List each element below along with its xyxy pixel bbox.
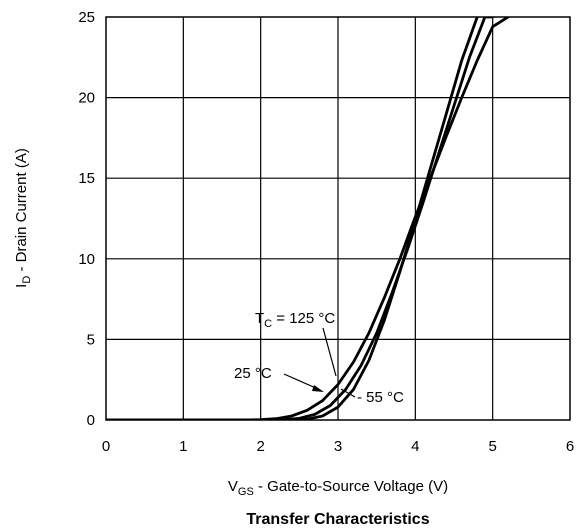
y-tick-label-1: 5	[87, 331, 95, 348]
grid-lines	[106, 17, 570, 420]
x-tick-labels: 0 1 2 3 4 5 6	[102, 438, 574, 455]
y-tick-label-0: 0	[87, 412, 95, 429]
y-tick-labels: 0 5 10 15 20 25	[78, 9, 95, 429]
annotation-25c-arrowhead	[312, 385, 324, 392]
annotation-m55c: - 55 °C	[357, 389, 404, 406]
annotation-125c: TC = 125 °C	[255, 310, 335, 330]
y-axis-label: ID - Drain Current (A)	[13, 148, 33, 288]
series-line-2	[106, 17, 479, 420]
x-axis-label: VGS - Gate-to-Source Voltage (V)	[228, 478, 448, 498]
x-tick-label-0: 0	[102, 438, 110, 455]
annotation-25c: 25 °C	[234, 365, 272, 382]
x-tick-label-1: 1	[179, 438, 187, 455]
annotation-m55c-leader	[340, 388, 356, 398]
chart-title: Transfer Characteristics	[246, 511, 429, 528]
y-tick-label-2: 10	[78, 251, 95, 268]
y-tick-label-5: 25	[78, 9, 95, 26]
annotation-125c-leader	[322, 327, 337, 377]
annotation-25c-leader	[283, 373, 319, 390]
x-tick-label-4: 4	[411, 438, 419, 455]
y-tick-label-3: 15	[78, 170, 95, 187]
x-tick-label-5: 5	[488, 438, 496, 455]
x-tick-label-6: 6	[566, 438, 574, 455]
x-tick-label-3: 3	[334, 438, 342, 455]
plot-frame	[105, 16, 571, 421]
x-tick-label-2: 2	[256, 438, 264, 455]
y-tick-label-4: 20	[78, 90, 95, 107]
